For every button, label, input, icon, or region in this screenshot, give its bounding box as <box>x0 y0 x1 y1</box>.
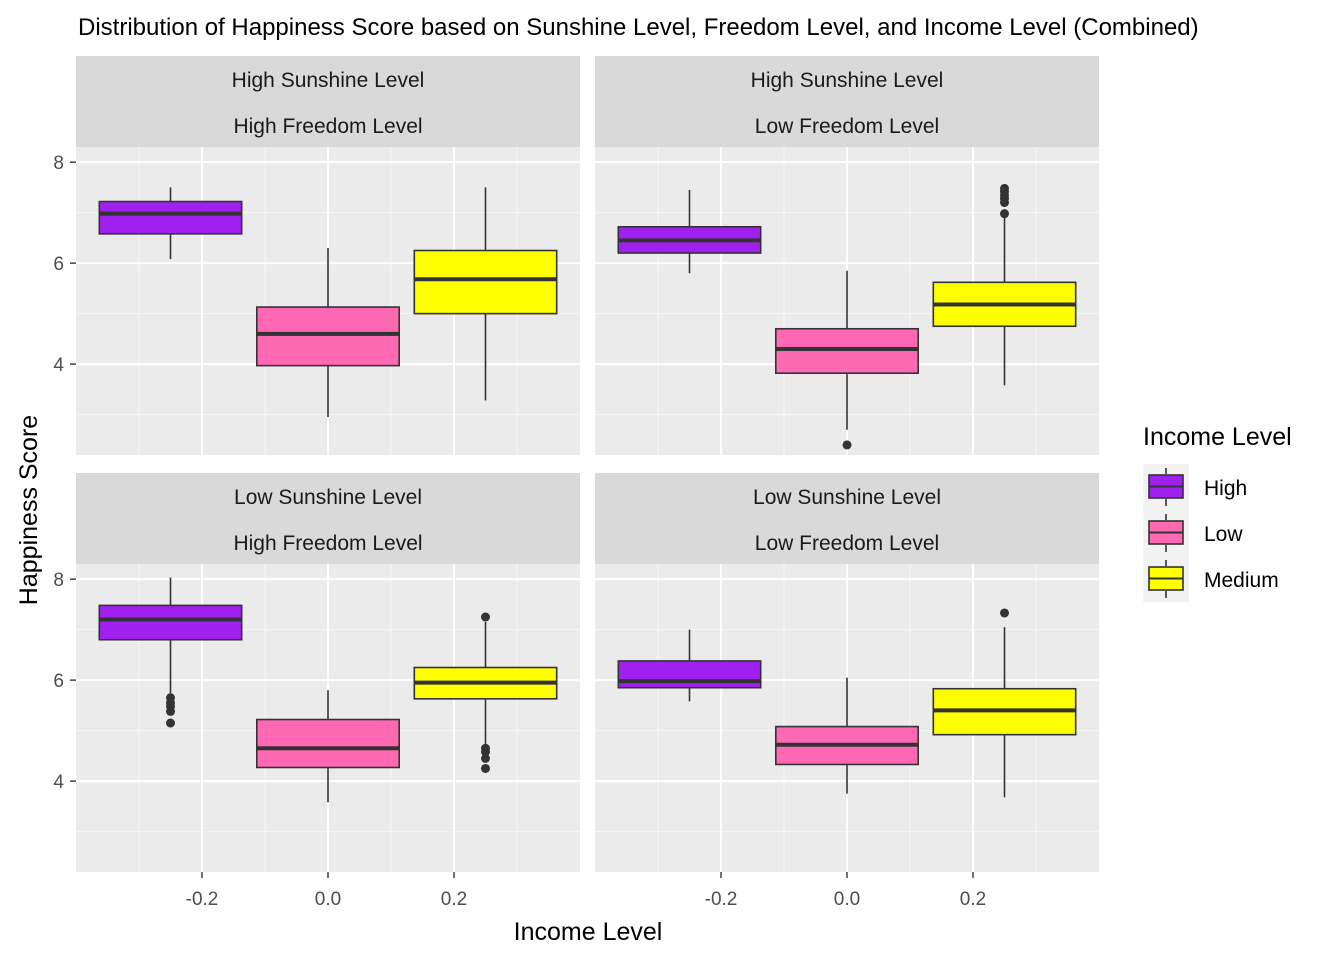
facet-panel: High Sunshine Level High Freedom Level <box>76 56 580 455</box>
outlier-point <box>842 440 852 450</box>
box-iqr <box>617 660 762 689</box>
outlier-point <box>1000 209 1009 219</box>
outlier-point <box>481 763 490 773</box>
x-axis-title: Income Level <box>514 918 663 946</box>
legend-label: Low <box>1204 523 1243 546</box>
facet-panel: High Sunshine Level Low Freedom Level <box>595 56 1099 455</box>
box-medium <box>413 187 558 401</box>
outlier-point <box>166 693 175 703</box>
x-tick-label: 0.2 <box>960 889 986 910</box>
x-tick-label: 0.0 <box>834 889 860 910</box>
outlier-point <box>166 718 175 728</box>
facet-strip <box>76 473 580 564</box>
box-high <box>617 629 762 702</box>
legend-title: Income Level <box>1143 423 1292 451</box>
box-iqr <box>775 327 919 375</box>
box-low <box>256 690 400 803</box>
box-low <box>256 247 400 418</box>
box-low <box>775 270 919 450</box>
y-tick-label: 6 <box>53 671 64 692</box>
outlier-point <box>1000 608 1009 618</box>
box-high <box>98 577 243 728</box>
box-iqr <box>98 604 243 641</box>
strip-label-sunshine: High Sunshine Level <box>232 69 425 92</box>
box-iqr <box>98 200 243 235</box>
y-axis-title: Happiness Score <box>15 415 43 605</box>
facet-panel: Low Sunshine Level Low Freedom Level <box>595 473 1099 872</box>
legend-item-low: Low <box>1143 510 1243 556</box>
legend-item-medium: Medium <box>1143 556 1279 602</box>
box-medium <box>413 612 558 773</box>
legend-label: High <box>1204 477 1247 500</box>
y-tick-label: 8 <box>53 153 64 174</box>
strip-label-freedom: High Freedom Level <box>233 532 422 555</box>
facet-strip <box>595 56 1099 147</box>
chart-title: Distribution of Happiness Score based on… <box>78 14 1199 41</box>
y-tick-label: 4 <box>53 355 64 376</box>
outlier-point <box>481 743 490 753</box>
y-tick-label: 6 <box>53 254 64 275</box>
legend-item-high: High <box>1143 464 1247 510</box>
legend-label: Medium <box>1204 569 1279 592</box>
facet-strip <box>595 473 1099 564</box>
box-high <box>617 189 762 274</box>
strip-label-sunshine: Low Sunshine Level <box>234 486 422 509</box>
box-iqr <box>256 306 400 367</box>
x-tick-label: 0.0 <box>315 889 341 910</box>
strip-label-freedom: Low Freedom Level <box>755 115 939 138</box>
strip-label-freedom: High Freedom Level <box>233 115 422 138</box>
strip-label-sunshine: High Sunshine Level <box>751 69 944 92</box>
box-medium <box>932 183 1077 386</box>
box-iqr <box>256 718 400 769</box>
y-axis: 4 6 8 4 6 8 <box>53 153 76 793</box>
x-tick-label: -0.2 <box>705 889 738 910</box>
box-high <box>98 187 243 260</box>
box-iqr <box>413 249 558 315</box>
outlier-point <box>481 753 490 763</box>
x-tick-label: 0.2 <box>441 889 467 910</box>
box-low <box>775 677 919 794</box>
y-tick-label: 8 <box>53 570 64 591</box>
y-tick-label: 4 <box>53 772 64 793</box>
strip-label-freedom: Low Freedom Level <box>755 532 939 555</box>
facet-strip <box>76 56 580 147</box>
outlier-point <box>1000 183 1009 193</box>
x-axis: -0.2 0.0 0.2 -0.2 0.0 0.2 <box>186 872 986 910</box>
legend: Income Level High Low Medium <box>1143 423 1292 602</box>
box-medium <box>932 608 1077 798</box>
outlier-point <box>481 612 490 622</box>
facet-panel: Low Sunshine Level High Freedom Level <box>76 473 580 872</box>
x-tick-label: -0.2 <box>186 889 219 910</box>
strip-label-sunshine: Low Sunshine Level <box>753 486 941 509</box>
